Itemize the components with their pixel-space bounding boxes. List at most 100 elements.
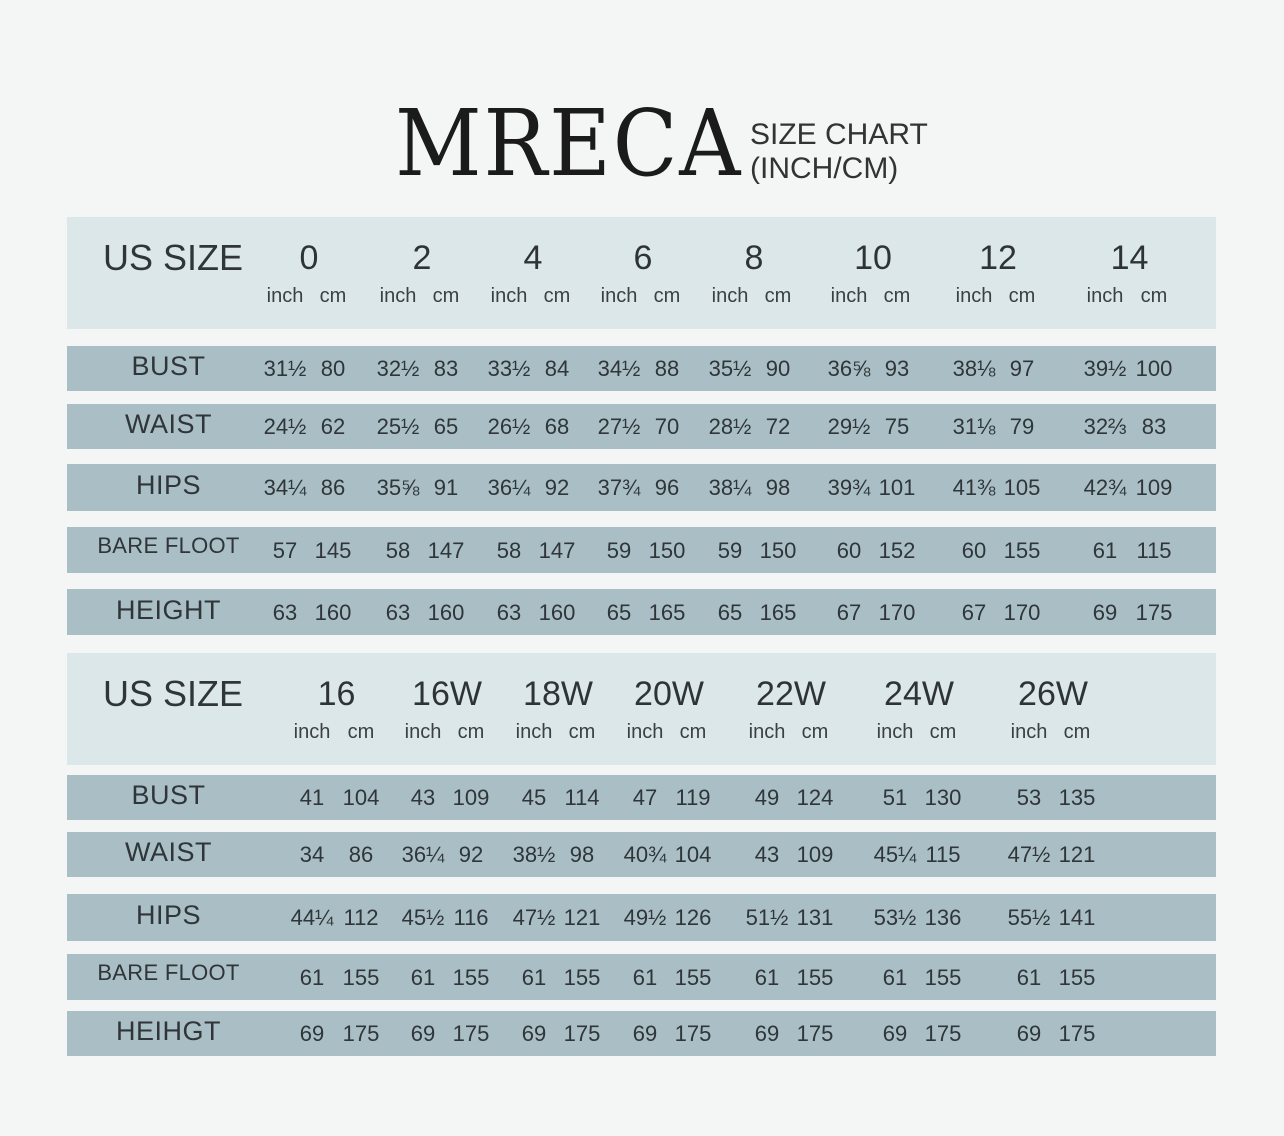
cell-inch: 36⅝ — [827, 356, 871, 381]
unit-cm-label: cm — [653, 285, 681, 307]
cell-inch: 69 — [521, 1021, 547, 1046]
cell-inch: 35⅝ — [376, 475, 420, 500]
cell-inch: 40¾ — [623, 842, 667, 867]
size-value: 26W — [1018, 675, 1088, 713]
cell-cm: 150 — [648, 537, 686, 563]
size-header-label: US SIZE — [103, 673, 244, 714]
cell-cm: 98 — [765, 475, 791, 500]
cell-cm: 175 — [1135, 599, 1173, 625]
size-value: 22W — [756, 675, 826, 713]
size-value: 6 — [633, 239, 653, 277]
size-value: 20W — [634, 675, 704, 713]
cell-inch: 60 — [961, 537, 987, 563]
cell-cm: 170 — [1003, 599, 1041, 625]
cell-cm: 121 — [563, 905, 601, 930]
cell-inch: 31½ — [263, 356, 307, 381]
cell-cm: 79 — [1009, 414, 1035, 439]
brand-logo: MRECA — [395, 90, 743, 197]
cell-cm: 109 — [796, 842, 834, 867]
cell-cm: 175 — [924, 1021, 962, 1046]
cell-cm: 136 — [924, 905, 962, 930]
size-value: 12 — [979, 239, 1017, 277]
cell-cm: 101 — [878, 475, 916, 500]
cell-cm: 124 — [796, 785, 834, 810]
cell-inch: 36¼ — [401, 842, 445, 867]
unit-cm-label: cm — [883, 285, 911, 307]
cell-cm: 109 — [452, 785, 490, 810]
unit-inch-label: inch — [748, 721, 786, 743]
cell-cm: 160 — [314, 599, 352, 625]
cell-inch: 49 — [754, 785, 780, 810]
size-value: 14 — [1110, 239, 1149, 277]
table-row: WAIST 24½ 62 25½ 65 26½ 68 27½ 70 28½ 72 29½ 75 31⅛ 79… — [67, 404, 1216, 449]
cell-cm: 91 — [433, 475, 459, 500]
cell-inch: 45¼ — [873, 842, 917, 867]
cell-inch: 26½ — [487, 414, 531, 439]
cell-cm: 170 — [878, 599, 916, 625]
unit-inch-label: inch — [293, 721, 331, 743]
cell-inch: 49½ — [623, 905, 667, 930]
size-value: 16 — [317, 675, 356, 713]
unit-cm-label: cm — [568, 721, 596, 743]
cell-cm: 141 — [1058, 905, 1096, 930]
cell-cm: 88 — [654, 356, 680, 381]
cell-cm: 114 — [564, 785, 600, 810]
unit-cm-label: cm — [347, 721, 375, 743]
cell-inch: 34½ — [597, 356, 641, 381]
cell-cm: 155 — [674, 964, 712, 990]
size-header-row: US SIZE 0 inch cm 2 inch cm 4 inch cm 6 inch cm 8 inch… — [67, 217, 1216, 329]
cell-cm: 175 — [796, 1021, 834, 1046]
cell-cm: 70 — [654, 414, 680, 439]
unit-inch-label: inch — [830, 285, 868, 307]
cell-inch: 29½ — [827, 414, 871, 439]
cell-cm: 119 — [675, 785, 711, 810]
cell-cm: 160 — [427, 599, 465, 625]
cell-inch: 38¼ — [708, 475, 752, 500]
cell-cm: 97 — [1009, 356, 1035, 381]
cell-cm: 121 — [1058, 842, 1096, 867]
size-value: 24W — [884, 675, 954, 713]
cell-inch: 53½ — [873, 905, 917, 930]
cell-inch: 41⅜ — [952, 475, 996, 500]
cell-inch: 39½ — [1083, 356, 1127, 381]
cell-inch: 31⅛ — [952, 414, 996, 439]
row-label: HEIHGT — [115, 1016, 221, 1046]
cell-inch: 61 — [299, 964, 325, 990]
cell-cm: 150 — [759, 537, 797, 563]
size-header-row: US SIZE 16 inch cm 16W inch cm 18W inch cm 20W inch… — [67, 653, 1216, 765]
unit-inch-label: inch — [404, 721, 442, 743]
cell-inch: 61 — [1016, 964, 1042, 990]
cell-inch: 45 — [521, 785, 547, 810]
unit-inch-label: inch — [600, 285, 638, 307]
unit-cm-label: cm — [1008, 285, 1036, 307]
cell-inch: 69 — [1016, 1021, 1042, 1046]
unit-cm-label: cm — [432, 285, 460, 307]
size-value: 18W — [523, 675, 593, 713]
cell-inch: 67 — [836, 599, 862, 625]
cell-cm: 96 — [654, 475, 680, 500]
cell-inch: 36¼ — [487, 475, 531, 500]
cell-inch: 65 — [717, 599, 743, 625]
cell-inch: 63 — [385, 599, 411, 625]
unit-cm-label: cm — [929, 721, 957, 743]
unit-inch-label: inch — [626, 721, 664, 743]
cell-inch: 69 — [1092, 599, 1118, 625]
cell-inch: 27½ — [597, 414, 641, 439]
cell-cm: 80 — [320, 356, 346, 381]
cell-cm: 104 — [674, 842, 712, 867]
unit-cm-label: cm — [457, 721, 485, 743]
unit-inch-label: inch — [1086, 285, 1124, 307]
cell-inch: 61 — [521, 964, 547, 990]
cell-cm: 145 — [314, 537, 352, 563]
row-label: BUST — [131, 351, 206, 381]
cell-cm: 105 — [1003, 475, 1041, 500]
table-row: BUST 41 104 43 109 45 114 47 119 49 124 51 130 53 135 — [67, 775, 1216, 820]
unit-inch-label: inch — [955, 285, 993, 307]
unit-cm-label: cm — [543, 285, 571, 307]
cell-cm: 92 — [544, 475, 570, 500]
cell-cm: 175 — [674, 1021, 712, 1046]
cell-inch: 44¼ — [290, 905, 334, 930]
unit-cm-label: cm — [801, 721, 829, 743]
cell-inch: 69 — [754, 1021, 780, 1046]
cell-cm: 62 — [320, 414, 346, 439]
